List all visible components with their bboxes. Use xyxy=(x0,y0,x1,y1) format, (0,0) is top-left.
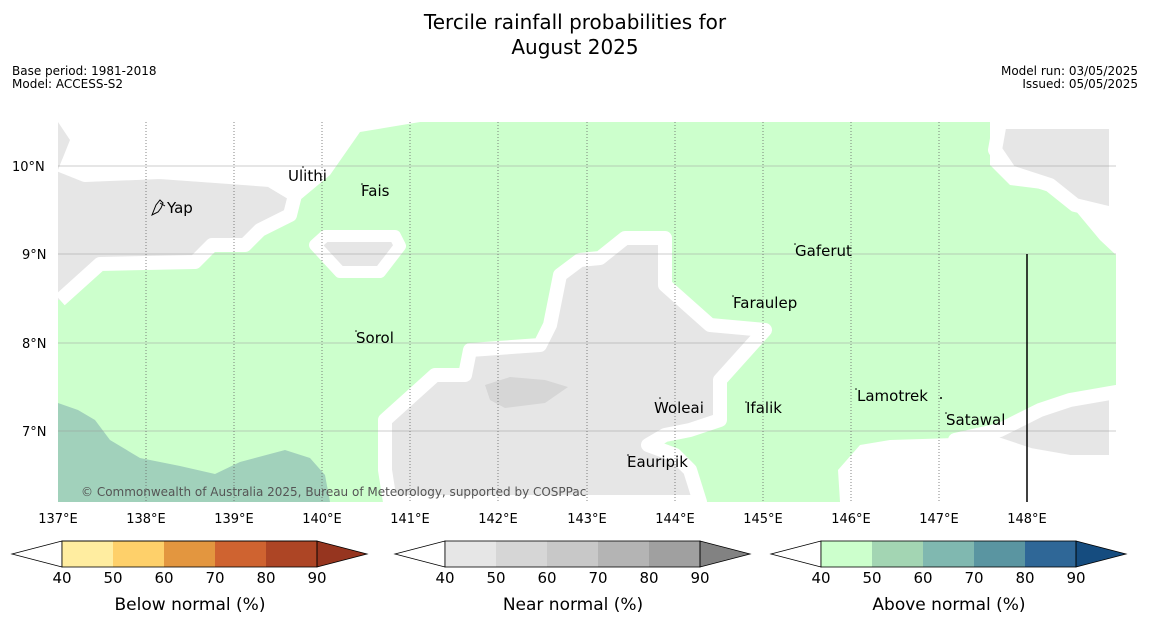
colorbar-below-title: Below normal (%) xyxy=(115,595,266,615)
lon-label-138e: 138°E xyxy=(126,512,166,527)
run-info: Model run: 03/05/2025 Issued: 05/05/2025 xyxy=(1001,65,1138,91)
colorbar-above-segment xyxy=(821,541,872,567)
colorbar-above-normal: 40 50 60 70 80 90 Above normal (%) xyxy=(769,540,1128,615)
colorbar-below-tick-70: 70 xyxy=(205,569,224,587)
latitude-labels: 10°N 9°N 8°N 7°N xyxy=(12,160,47,440)
colorbar-below-tick-90: 90 xyxy=(307,569,326,587)
title-line-1: Tercile rainfall probabilities for xyxy=(423,10,727,34)
colorbar-near-segment xyxy=(598,541,649,567)
colorbar-below-normal: 40 50 60 70 80 90 Below normal (%) xyxy=(10,540,369,615)
place-faraulep: Faraulep xyxy=(733,294,797,312)
colorbar-below-tick-40: 40 xyxy=(52,569,71,587)
place-sorol: Sorol xyxy=(356,329,394,347)
place-yap: Yap xyxy=(166,199,193,217)
title-line-2: August 2025 xyxy=(511,35,639,59)
lon-label-141e: 141°E xyxy=(390,512,430,527)
colorbar-near-tick-90: 90 xyxy=(690,569,709,587)
place-satawal: Satawal xyxy=(946,411,1005,429)
lon-label-137e: 137°E xyxy=(38,512,78,527)
place-labels: Yap Ulithi Fais Gaferut Faraulep Sorol W… xyxy=(166,167,1005,471)
colorbar-near-tick-60: 60 xyxy=(537,569,556,587)
colorbar-above-segment xyxy=(1025,541,1076,567)
colorbar-above-segment xyxy=(872,541,923,567)
colorbar-below-tick-60: 60 xyxy=(154,569,173,587)
colorbar-near-tick-70: 70 xyxy=(588,569,607,587)
colorbar-below-segment xyxy=(266,541,317,567)
colorbar-near-tick-40: 40 xyxy=(435,569,454,587)
probability-map: © Commonwealth of Australia 2025, Bureau… xyxy=(58,122,1116,502)
lat-label-9n: 9°N xyxy=(22,248,47,263)
longitude-gridlines xyxy=(145,122,940,502)
colorbar-near-segment xyxy=(649,541,700,567)
model-name: Model: ACCESS-S2 xyxy=(12,77,124,91)
colorbar-above-tick-60: 60 xyxy=(913,569,932,587)
colorbar-above-tick-50: 50 xyxy=(862,569,881,587)
colorbar-below-segment xyxy=(215,541,266,567)
place-gaferut: Gaferut xyxy=(795,242,852,260)
place-woleai: Woleai xyxy=(654,399,704,417)
yap-island-outline xyxy=(151,199,166,217)
near-normal-region-central xyxy=(378,231,772,502)
near-normal-region-northeast xyxy=(988,122,1116,222)
lon-label-139e: 139°E xyxy=(214,512,254,527)
colorbar-near-tick-80: 80 xyxy=(639,569,658,587)
lat-label-7n: 7°N xyxy=(22,425,47,440)
place-ulithi: Ulithi xyxy=(288,167,327,185)
no-dominant-region-south xyxy=(838,438,1116,502)
colorbar-below-tick-80: 80 xyxy=(256,569,275,587)
place-fais: Fais xyxy=(361,182,390,200)
colorbar-above-segment xyxy=(974,541,1025,567)
lon-label-145e: 145°E xyxy=(743,512,783,527)
lon-label-147e: 147°E xyxy=(919,512,959,527)
colorbar-near-normal: 40 50 60 70 80 90 Near normal (%) xyxy=(393,540,752,615)
model-run-date: Model run: 03/05/2025 xyxy=(1000,64,1138,78)
above-normal-region-50 xyxy=(58,403,330,502)
colorbar-below-tick-50: 50 xyxy=(103,569,122,587)
island-markers xyxy=(302,166,947,456)
base-period: Base period: 1981-2018 xyxy=(12,64,157,78)
colorbar-near-tick-50: 50 xyxy=(486,569,505,587)
colorbar-below-segment xyxy=(164,541,215,567)
place-ifalik: Ifalik xyxy=(746,399,782,417)
colorbar-near-segment xyxy=(547,541,598,567)
colorbar-below-segment xyxy=(62,541,113,567)
colorbar-above-tick-80: 80 xyxy=(1015,569,1034,587)
lon-label-144e: 144°E xyxy=(655,512,695,527)
colorbar-near-segment xyxy=(445,541,496,567)
near-normal-region-yap xyxy=(58,122,295,300)
lon-label-140e: 140°E xyxy=(302,512,342,527)
colorbar-below-segment xyxy=(113,541,164,567)
map-title: Tercile rainfall probabilities for Augus… xyxy=(0,10,1150,60)
colorbar-above-tick-40: 40 xyxy=(811,569,830,587)
place-eauripik: Eauripik xyxy=(627,453,688,471)
place-lamotrek: Lamotrek xyxy=(857,387,928,405)
lat-label-10n: 10°N xyxy=(12,160,45,175)
colorbar-above-tick-70: 70 xyxy=(964,569,983,587)
colorbar-above-tick-90: 90 xyxy=(1066,569,1085,587)
longitude-labels: 137°E 138°E 139°E 140°E 141°E 142°E 143°… xyxy=(38,512,1047,527)
lat-label-8n: 8°N xyxy=(22,337,47,352)
lon-label-143e: 143°E xyxy=(567,512,607,527)
base-info: Base period: 1981-2018 Model: ACCESS-S2 xyxy=(12,65,157,91)
colorbar-above-title: Above normal (%) xyxy=(872,595,1025,615)
colorbar-above-segment xyxy=(923,541,974,567)
issued-date: Issued: 05/05/2025 xyxy=(1022,77,1138,91)
colorbar-near-title: Near normal (%) xyxy=(503,595,643,615)
lon-label-148e: 148°E xyxy=(1007,512,1047,527)
lon-label-142e: 142°E xyxy=(478,512,518,527)
lon-label-146e: 146°E xyxy=(831,512,871,527)
copyright-text: © Commonwealth of Australia 2025, Bureau… xyxy=(81,485,586,499)
colorbar-near-segment xyxy=(496,541,547,567)
near-normal-region-50 xyxy=(485,377,568,408)
